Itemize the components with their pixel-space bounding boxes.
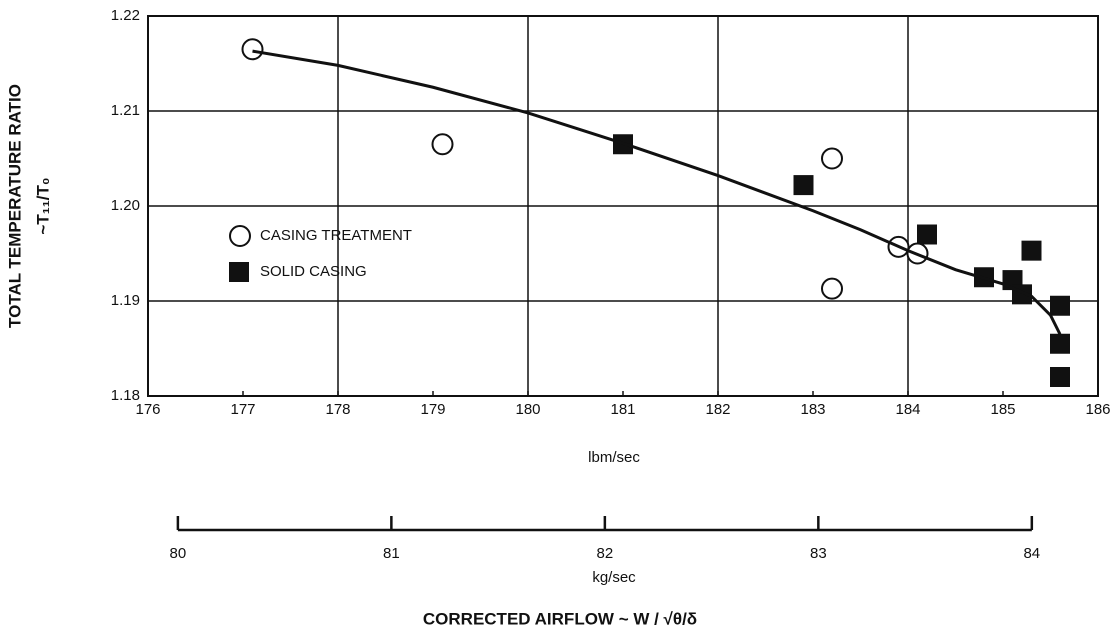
x-tick-label: 181 xyxy=(610,401,635,418)
x-axis-label: lbm/sec xyxy=(588,449,640,466)
x-tick-label: 183 xyxy=(800,401,825,418)
x2-tick-label: 84 xyxy=(1023,545,1040,562)
y-tick-label: 1.21 xyxy=(111,102,140,119)
data-point xyxy=(821,147,843,170)
x-tick-label: 179 xyxy=(420,401,445,418)
x-tick-label: 186 xyxy=(1085,401,1110,418)
x2-tick-label: 82 xyxy=(597,545,614,562)
data-point xyxy=(1050,295,1070,316)
x2-tick-label: 81 xyxy=(383,545,400,562)
y-tick-label: 1.20 xyxy=(111,197,140,214)
fit-curve xyxy=(252,49,1062,335)
y-tick-label: 1.22 xyxy=(111,7,140,24)
data-point xyxy=(821,277,843,300)
legend-marker xyxy=(229,262,249,282)
data-point xyxy=(431,133,454,156)
x2-tick-label: 83 xyxy=(810,545,827,562)
legend-label: SOLID CASING xyxy=(260,263,367,280)
data-point xyxy=(917,224,937,245)
x-tick-label: 176 xyxy=(135,401,160,418)
data-point xyxy=(1050,333,1070,354)
data-point xyxy=(1021,240,1042,261)
x-tick-label: 180 xyxy=(515,401,540,418)
x-tick-label: 184 xyxy=(895,401,920,418)
data-point xyxy=(1050,367,1070,387)
y-axis-label: TOTAL TEMPERATURE RATIO xyxy=(5,84,24,328)
x-tick-label: 185 xyxy=(990,401,1015,418)
data-point xyxy=(793,175,814,196)
legend-marker xyxy=(229,225,251,247)
x2-tick-label: 80 xyxy=(170,545,187,562)
y-tick-label: 1.18 xyxy=(111,387,140,404)
x-tick-label: 182 xyxy=(705,401,730,418)
x2-axis-label: kg/sec xyxy=(592,569,636,586)
data-point xyxy=(241,38,264,61)
chart-title: CORRECTED AIRFLOW ~ W / √θ/δ xyxy=(423,609,697,628)
legend-label: CASING TREATMENT xyxy=(260,227,412,244)
x-tick-label: 177 xyxy=(230,401,255,418)
y-tick-label: 1.19 xyxy=(111,292,140,309)
y-axis-label-2: ~T₁₁/T₀ xyxy=(33,177,52,234)
x-tick-label: 178 xyxy=(325,401,350,418)
